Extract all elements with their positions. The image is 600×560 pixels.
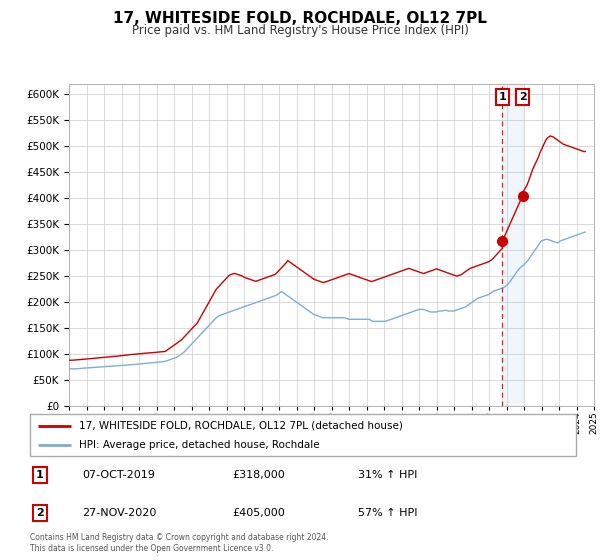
FancyBboxPatch shape xyxy=(30,414,576,456)
Text: HPI: Average price, detached house, Rochdale: HPI: Average price, detached house, Roch… xyxy=(79,440,320,450)
Text: 57% ↑ HPI: 57% ↑ HPI xyxy=(358,508,417,518)
Text: 27-NOV-2020: 27-NOV-2020 xyxy=(82,508,156,518)
Text: 2: 2 xyxy=(36,508,44,518)
Text: 31% ↑ HPI: 31% ↑ HPI xyxy=(358,470,417,480)
Text: 07-OCT-2019: 07-OCT-2019 xyxy=(82,470,155,480)
Text: £405,000: £405,000 xyxy=(232,508,285,518)
Text: 1: 1 xyxy=(36,470,44,480)
Text: Price paid vs. HM Land Registry's House Price Index (HPI): Price paid vs. HM Land Registry's House … xyxy=(131,24,469,36)
Text: 1: 1 xyxy=(499,92,506,102)
Text: Contains HM Land Registry data © Crown copyright and database right 2024.
This d: Contains HM Land Registry data © Crown c… xyxy=(30,533,329,553)
Text: 17, WHITESIDE FOLD, ROCHDALE, OL12 7PL: 17, WHITESIDE FOLD, ROCHDALE, OL12 7PL xyxy=(113,11,487,26)
Bar xyxy=(502,84,523,406)
Text: 17, WHITESIDE FOLD, ROCHDALE, OL12 7PL (detached house): 17, WHITESIDE FOLD, ROCHDALE, OL12 7PL (… xyxy=(79,421,403,431)
Text: 2: 2 xyxy=(519,92,526,102)
Text: £318,000: £318,000 xyxy=(232,470,285,480)
